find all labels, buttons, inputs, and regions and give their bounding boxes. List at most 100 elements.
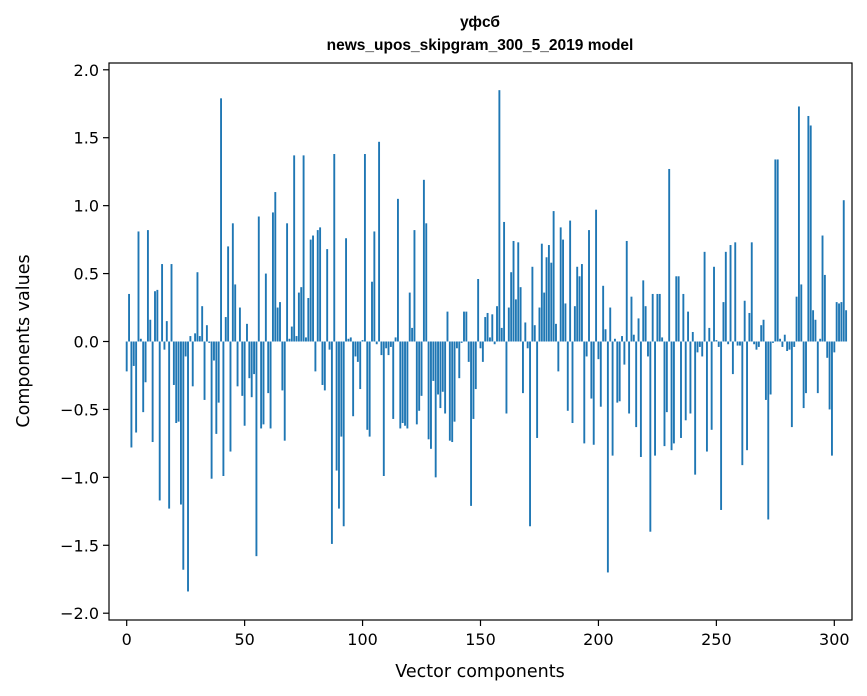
bar xyxy=(349,337,352,342)
bar xyxy=(705,341,708,452)
bar xyxy=(326,249,329,342)
y-tick-label: 1.0 xyxy=(74,197,99,216)
bar xyxy=(128,293,130,342)
bar xyxy=(493,341,496,345)
bar xyxy=(425,223,428,342)
bar xyxy=(774,159,777,342)
bar xyxy=(213,341,215,361)
bar xyxy=(682,293,685,342)
bar xyxy=(757,341,760,347)
bar xyxy=(198,336,201,342)
y-tick-label: 0.5 xyxy=(74,265,99,284)
bar xyxy=(411,327,414,342)
bar xyxy=(496,306,498,342)
bar xyxy=(302,155,305,342)
bar xyxy=(809,125,812,342)
bar xyxy=(172,341,175,385)
bar xyxy=(552,211,555,342)
chart-title: уфсб xyxy=(460,14,500,31)
bar xyxy=(201,306,204,342)
bar xyxy=(132,341,135,366)
bar xyxy=(205,325,208,342)
bar xyxy=(736,341,739,346)
bar xyxy=(630,296,633,342)
bar xyxy=(361,340,364,342)
y-tick-label: 0.0 xyxy=(74,333,99,352)
bar xyxy=(151,341,154,443)
bar xyxy=(125,341,128,372)
bar xyxy=(406,341,409,429)
bar xyxy=(472,341,475,419)
bar xyxy=(359,341,362,390)
bar xyxy=(130,341,133,448)
bar xyxy=(680,341,682,438)
bar xyxy=(397,198,399,342)
bar xyxy=(460,341,463,343)
bar xyxy=(191,341,194,387)
bar xyxy=(524,322,527,342)
bar xyxy=(163,341,166,350)
bar xyxy=(161,264,164,342)
bar xyxy=(786,341,789,352)
bar xyxy=(389,341,392,347)
bar xyxy=(519,287,522,342)
bar xyxy=(165,321,168,342)
bar xyxy=(713,266,715,342)
bar xyxy=(538,307,541,342)
bar xyxy=(366,341,369,430)
bar xyxy=(177,341,180,422)
bar xyxy=(691,331,694,342)
y-tick-label: −0.5 xyxy=(60,400,99,419)
bar xyxy=(264,273,267,342)
bar xyxy=(724,251,727,342)
bar xyxy=(639,341,642,457)
bar xyxy=(158,341,161,501)
bar xyxy=(276,307,279,342)
bar xyxy=(781,341,784,347)
bar xyxy=(658,293,661,342)
bar xyxy=(180,341,182,505)
bar xyxy=(814,319,817,342)
bar xyxy=(637,318,640,342)
bar xyxy=(748,312,751,342)
bar xyxy=(604,329,607,342)
bar xyxy=(262,341,265,425)
bar xyxy=(840,302,843,342)
bar xyxy=(555,323,557,342)
bar xyxy=(146,230,149,342)
bar xyxy=(305,337,307,342)
bar xyxy=(267,341,270,394)
bar xyxy=(231,223,234,342)
x-tick-label: 300 xyxy=(819,630,850,649)
bar xyxy=(281,341,284,391)
bar xyxy=(314,341,317,372)
x-axis-ticks: 0 50 100 150 200 250 300 xyxy=(122,620,850,649)
bar xyxy=(170,264,173,342)
bar xyxy=(618,341,621,402)
bar xyxy=(328,341,331,350)
bar xyxy=(236,341,239,387)
y-axis-ticks: −2.0 −1.5 −1.0 −0.5 0.0 0.5 1.0 1.5 2.0 xyxy=(60,61,109,623)
bar xyxy=(295,336,298,342)
bar xyxy=(795,296,798,342)
bar xyxy=(175,341,178,424)
bar xyxy=(564,303,567,342)
bar xyxy=(746,341,748,451)
bar xyxy=(455,341,458,349)
bar xyxy=(333,154,336,342)
x-tick-label: 150 xyxy=(465,630,496,649)
bar xyxy=(404,341,406,426)
bar xyxy=(484,317,487,342)
x-tick-label: 100 xyxy=(347,630,378,649)
bar xyxy=(776,159,779,342)
bar xyxy=(300,287,303,342)
bar xyxy=(385,341,388,349)
bar xyxy=(286,223,289,342)
bar xyxy=(371,281,373,342)
bar xyxy=(625,240,628,342)
bar xyxy=(800,284,803,342)
bar xyxy=(375,341,378,345)
bar xyxy=(616,341,619,403)
bar xyxy=(203,341,206,400)
bar xyxy=(531,266,534,342)
